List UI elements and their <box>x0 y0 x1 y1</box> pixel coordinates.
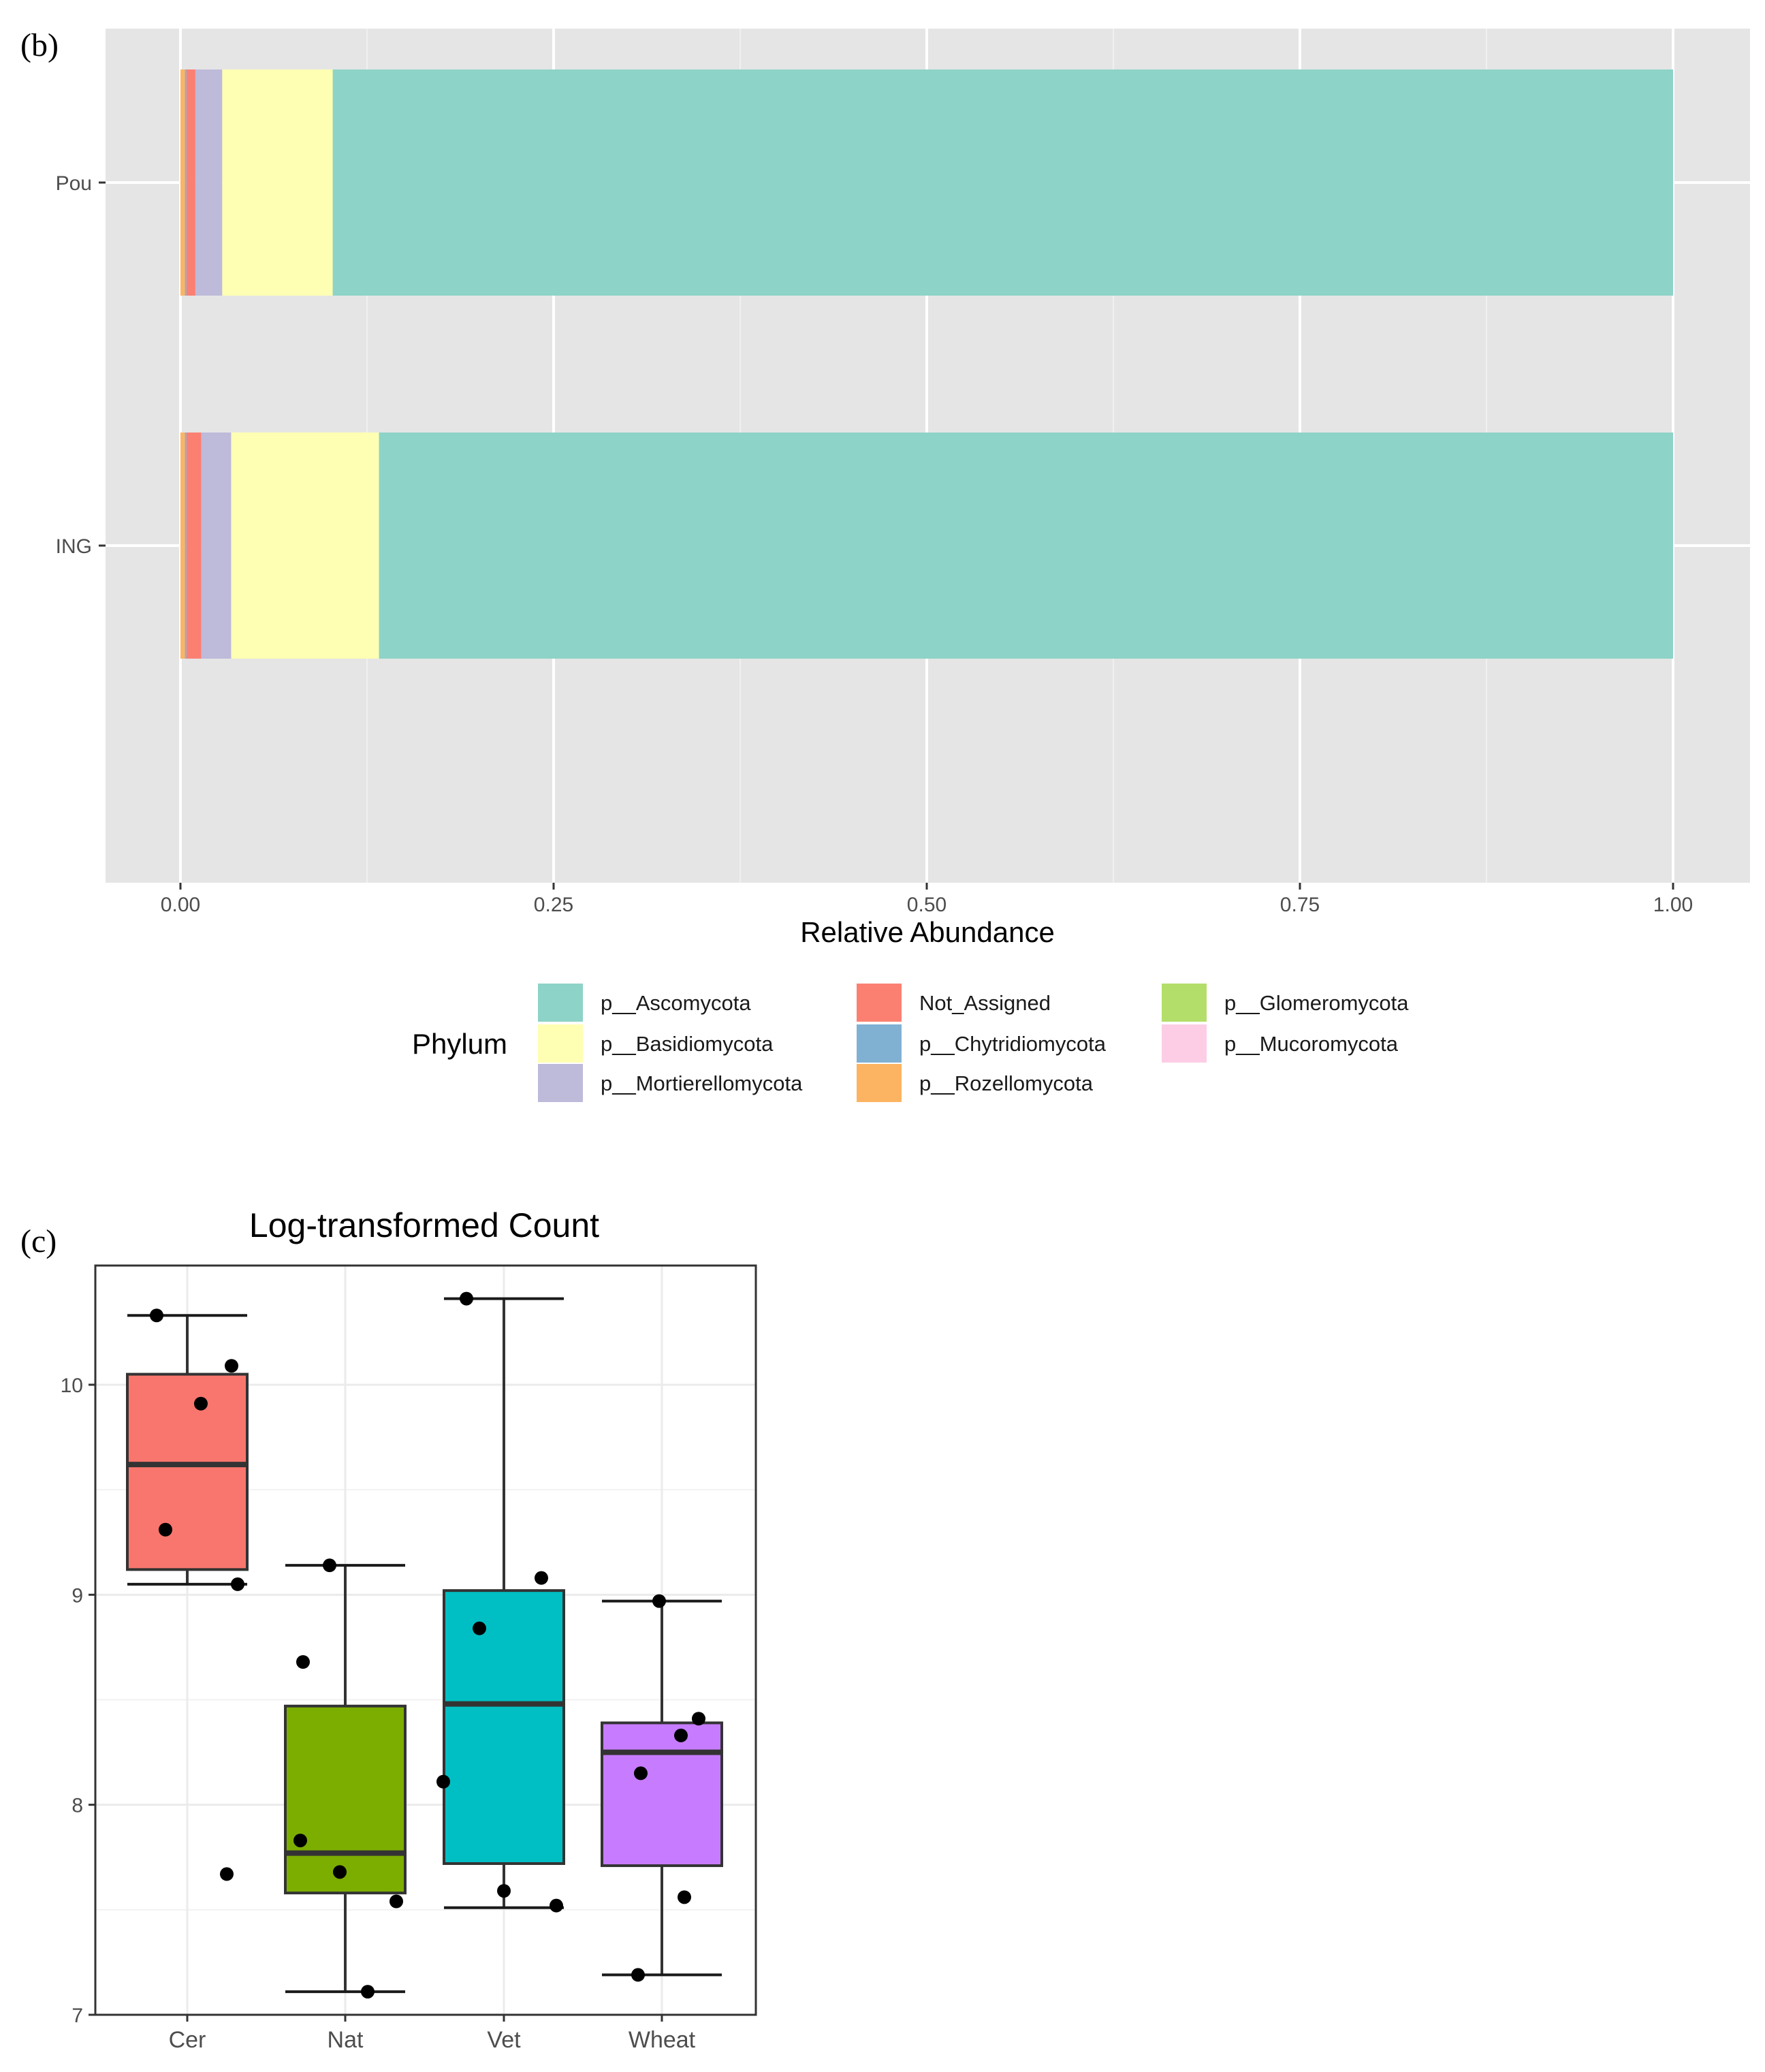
y-tick-label: 10 <box>61 1375 83 1397</box>
panel-b-legend: Phylum p__Ascomycota p__Basidiomycota p__M… <box>412 984 1409 1102</box>
legend-label: p__Mortierellomycota <box>601 1071 803 1095</box>
legend-swatch <box>1162 1024 1207 1063</box>
legend-label: p__Chytridiomycota <box>919 1032 1107 1056</box>
bar-segment-p-chytridiomycota <box>185 69 187 296</box>
y-tick-label: 7 <box>71 2005 83 2027</box>
data-point <box>634 1766 648 1780</box>
panel-b-bar-chart: (b) Pou ING 0.00 0.25 0.50 0.75 1.00 Relative… <box>20 27 1750 1102</box>
box-cer <box>126 1372 249 1571</box>
bar-segment-p-chytridiomycota <box>185 433 187 659</box>
bar-segment-not-assigned <box>186 69 195 296</box>
box-wheat <box>601 1721 723 1868</box>
bar-segment-p-mortierellomycota <box>201 433 232 659</box>
panel-b-x-axis-title: Relative Abundance <box>800 916 1055 948</box>
data-point <box>333 1865 347 1879</box>
panel-c-box-plot: (c) Log-transformed Count 7 8 9 10 Cer Nat Ve… <box>20 1206 757 2053</box>
panel-c-y-axis: 7 8 9 10 <box>61 1375 95 2027</box>
data-point <box>631 1968 645 1982</box>
x-tick-label: 0.25 <box>534 894 573 916</box>
y-tick-label: 8 <box>71 1795 83 1817</box>
data-point <box>293 1834 307 1848</box>
x-tick-label: Vet <box>487 2027 521 2053</box>
panel-c-boxes <box>126 1291 723 1999</box>
legend-swatch <box>1162 984 1207 1022</box>
data-point <box>497 1884 511 1898</box>
x-tick-label: 0.50 <box>907 894 947 916</box>
data-point <box>225 1359 238 1373</box>
legend-label: p__Ascomycota <box>601 991 751 1015</box>
bar-segment-p-ascomycota <box>379 433 1673 659</box>
legend-title: Phylum <box>412 1028 507 1060</box>
data-point <box>220 1867 234 1881</box>
x-tick-label: Cer <box>169 2027 206 2053</box>
data-point <box>150 1308 163 1323</box>
y-tick-label: 9 <box>71 1584 83 1607</box>
legend-swatch <box>538 984 583 1022</box>
panel-b-x-axis: 0.00 0.25 0.50 0.75 1.00 <box>161 883 1693 916</box>
panel-c-plot-border <box>94 1264 757 2016</box>
box-nat <box>284 1704 407 1895</box>
data-point <box>473 1621 486 1635</box>
bar-segment-p-basidiomycota <box>222 69 333 296</box>
data-point <box>692 1712 705 1726</box>
data-point <box>323 1558 336 1573</box>
x-tick-label: 0.00 <box>161 894 200 916</box>
x-tick-label: 1.00 <box>1653 894 1693 916</box>
y-tick-label: ING <box>56 535 92 558</box>
panel-b-bars <box>180 69 1674 659</box>
y-tick-label: Pou <box>56 172 92 195</box>
legend-swatch <box>857 1064 902 1102</box>
data-point <box>678 1890 691 1904</box>
bar-segment-p-rozellomycota <box>180 69 185 296</box>
x-tick-label: Wheat <box>629 2027 696 2053</box>
panel-c-x-axis: Cer Nat Vet Wheat <box>169 2015 696 2053</box>
x-tick-label: 0.75 <box>1280 894 1320 916</box>
panel-b-y-axis: Pou ING <box>56 172 92 558</box>
legend-swatch <box>857 1024 902 1063</box>
legend-label: p__Basidiomycota <box>601 1032 774 1056</box>
legend-label: p__Rozellomycota <box>919 1071 1094 1095</box>
legend-swatch <box>538 1024 583 1063</box>
data-point <box>389 1894 403 1909</box>
legend-swatch <box>857 984 902 1022</box>
bar-segment-p-mortierellomycota <box>195 69 223 296</box>
data-point <box>194 1396 208 1411</box>
data-point <box>436 1774 450 1789</box>
data-point <box>652 1594 666 1608</box>
data-point <box>550 1898 563 1913</box>
data-point <box>361 1985 375 1999</box>
bar-segment-p-ascomycota <box>332 69 1674 296</box>
legend-label: p__Mucoromycota <box>1224 1032 1399 1056</box>
legend-label: Not_Assigned <box>919 991 1051 1015</box>
box-vet <box>443 1589 565 1866</box>
x-tick-label: Nat <box>328 2027 364 2053</box>
data-point <box>535 1571 548 1585</box>
data-point <box>159 1522 172 1537</box>
panel-c-title: Log-transformed Count <box>249 1206 599 1244</box>
data-point <box>460 1291 473 1306</box>
panel-c-label: (c) <box>20 1223 57 1259</box>
bar-segment-not-assigned <box>186 433 202 659</box>
bar-segment-p-basidiomycota <box>231 433 379 659</box>
data-point <box>231 1577 244 1591</box>
legend-label: p__Glomeromycota <box>1224 991 1409 1015</box>
bar-segment-p-rozellomycota <box>180 433 185 659</box>
panel-b-label: (b) <box>20 27 59 63</box>
data-point <box>674 1728 688 1742</box>
data-point <box>296 1655 310 1669</box>
legend-swatch <box>538 1064 583 1102</box>
